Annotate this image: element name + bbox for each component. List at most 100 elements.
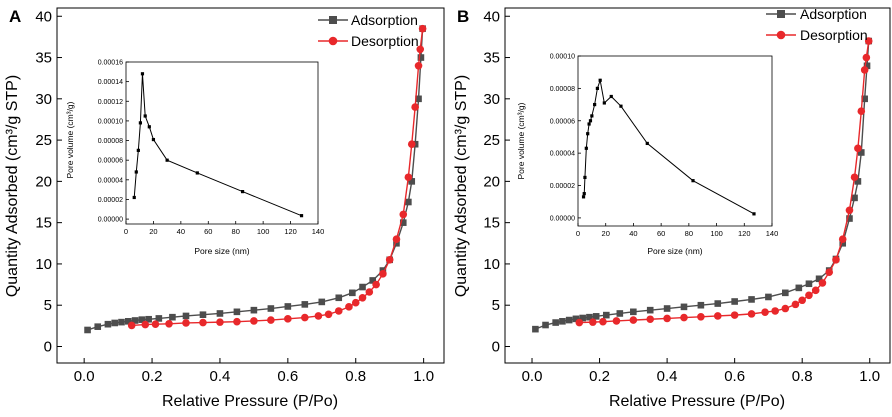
data-point (372, 280, 380, 289)
chart-a-legend: Adsorption Desorption (318, 12, 419, 49)
data-point (393, 239, 400, 247)
data-point (155, 315, 163, 322)
chart-a-series-desorption (127, 24, 427, 330)
data-point (805, 291, 813, 300)
data-point (863, 62, 871, 70)
data-point (765, 293, 772, 301)
data-point (345, 303, 353, 311)
data-point (730, 311, 739, 319)
data-point (818, 279, 827, 287)
inset-data-point (583, 175, 587, 180)
data-point (680, 303, 688, 311)
data-point (385, 256, 394, 264)
inset-b-xlabel: Pore size (nm) (647, 246, 702, 256)
inset-a-ylabel: Pore volume (cm³/g) (65, 101, 75, 178)
data-point (127, 321, 136, 330)
x-tick-label: 1.0 (413, 368, 434, 385)
data-point (414, 61, 423, 70)
x-tick-label: 0.4 (657, 368, 678, 385)
data-point (165, 319, 173, 328)
chart-a-frame (56, 7, 445, 364)
inset-y-tick-label: 0.00000 (98, 217, 123, 224)
data-point (630, 308, 637, 316)
chart-b: 0 5 10 15 20 25 30 35 40 0.0 0.2 0.4 0.6 0.8 1.0 Quan… (453, 6, 891, 410)
chart-a-yticks: 0 5 10 15 20 25 30 35 40 (35, 8, 62, 355)
y-tick-label: 10 (483, 256, 500, 273)
data-point (832, 256, 840, 264)
data-point (731, 298, 738, 305)
y-tick-label: 25 (35, 132, 52, 149)
data-point (798, 296, 806, 305)
data-point (182, 312, 190, 320)
data-point (416, 45, 425, 54)
y-tick-label: 15 (483, 215, 500, 232)
data-point (199, 311, 207, 319)
data-point (861, 95, 868, 103)
data-point (782, 289, 789, 297)
inset-b-series (581, 78, 756, 216)
inset-y-tick-label: 0.00010 (98, 118, 123, 125)
data-point (795, 284, 803, 292)
y-tick-label: 35 (483, 50, 500, 67)
inset-y-tick-label: 0.00002 (98, 197, 123, 204)
legend-b-adsorption-marker (777, 10, 785, 18)
inset-data-point (147, 125, 151, 129)
inset-b-frame (577, 55, 773, 227)
y-tick-label: 40 (35, 8, 52, 25)
data-point (233, 308, 241, 316)
inset-x-tick-label: 120 (284, 227, 297, 236)
data-point (589, 318, 597, 326)
inset-y-tick-label: 0.00002 (550, 183, 575, 190)
data-point (169, 313, 176, 321)
data-point (697, 301, 705, 309)
data-point (118, 318, 125, 326)
inset-data-point (593, 102, 597, 107)
inset-y-tick-label: 0.00016 (98, 60, 123, 67)
inset-data-point (138, 121, 142, 125)
inset-y-tick-label: 0.00006 (98, 158, 123, 165)
data-point (318, 298, 326, 306)
inset-b: 0.00000 0.00002 0.00004 0.00006 0.00008 0.000… (516, 52, 780, 256)
y-tick-label: 25 (483, 132, 500, 149)
inset-x-tick-label: 0 (124, 227, 128, 236)
data-point (854, 178, 862, 185)
data-point (839, 239, 847, 247)
x-tick-label: 0.6 (724, 368, 745, 385)
data-point (359, 283, 366, 291)
data-point (84, 326, 91, 334)
data-point (250, 317, 258, 325)
data-point (216, 318, 224, 326)
data-point (94, 323, 102, 330)
legend-a-desorption-marker (328, 36, 338, 46)
y-tick-label: 35 (35, 50, 52, 67)
data-point (399, 210, 408, 219)
inset-data-point (195, 171, 199, 175)
inset-data-point (582, 192, 586, 196)
data-point (124, 318, 132, 325)
data-point (233, 317, 241, 326)
data-point (216, 310, 224, 317)
data-point (418, 24, 427, 33)
data-point (825, 268, 834, 276)
inset-y-tick-label: 0.00000 (550, 215, 575, 222)
inset-b-ylabel: Pore volume (cm³/g) (516, 102, 526, 179)
chart-b-legend: Adsorption Desorption (766, 6, 868, 43)
inset-x-tick-label: 100 (257, 227, 270, 236)
legend-a-adsorption-label: Adsorption (351, 12, 418, 28)
data-point (131, 317, 139, 324)
y-tick-label: 0 (44, 338, 52, 355)
chart-a-xticks: 0.0 0.2 0.4 0.6 0.8 1.0 (74, 358, 434, 385)
data-point (138, 316, 146, 323)
data-point (805, 280, 813, 288)
chart-b-ylabel: Quantity Adsorbed (cm³/g STP) (453, 75, 470, 297)
data-point (415, 95, 422, 103)
data-point (407, 140, 416, 149)
data-point (603, 311, 610, 319)
chart-b-yticks: 0 5 10 15 20 25 30 35 40 (483, 8, 510, 355)
data-point (284, 315, 292, 323)
data-point (145, 315, 152, 323)
x-tick-label: 0.2 (589, 368, 610, 385)
inset-y-tick-label: 0.00012 (98, 99, 123, 106)
y-tick-label: 5 (44, 297, 52, 314)
legend-b-adsorption-label: Adsorption (800, 6, 867, 22)
